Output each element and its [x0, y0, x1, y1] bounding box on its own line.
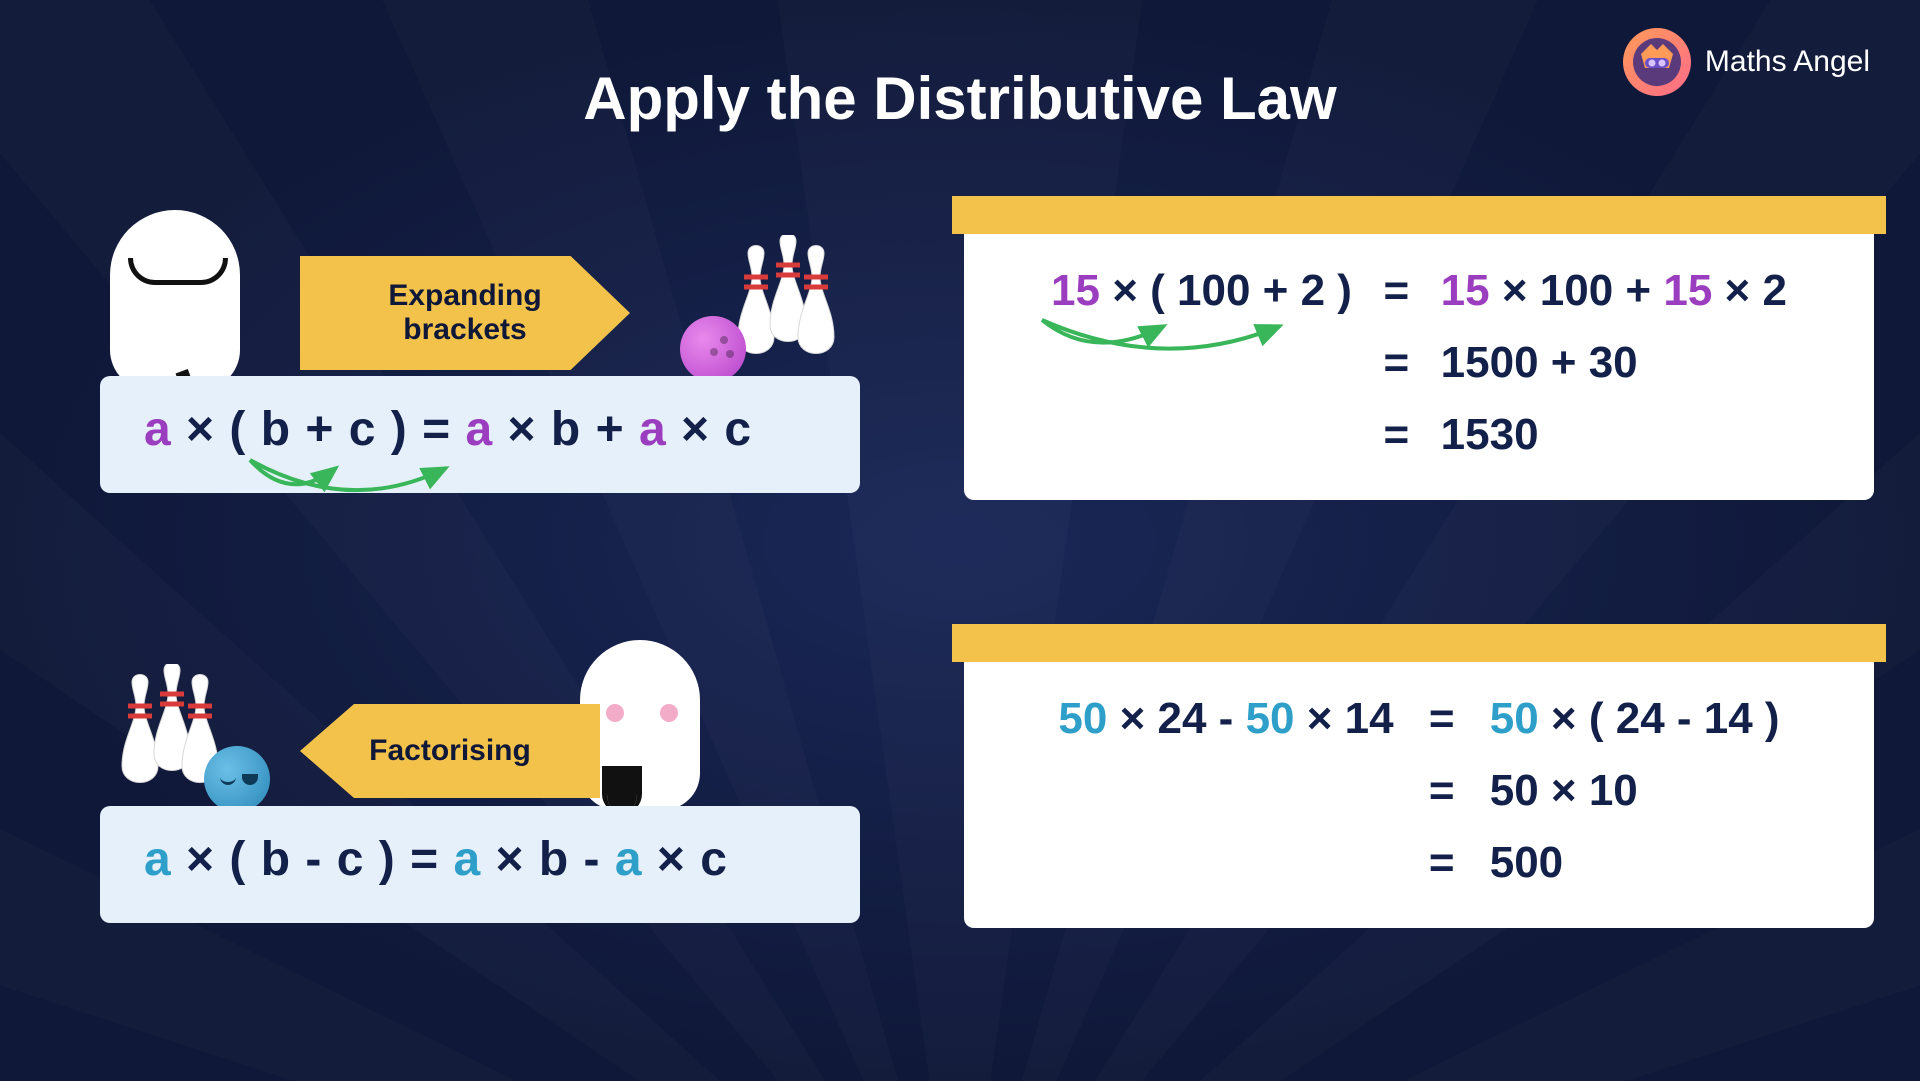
- brand-name: Maths Angel: [1705, 45, 1870, 79]
- example-factorise-steps: 50 × 24 - 50 × 14=50 × ( 24 - 14 )=50 × …: [1016, 694, 1822, 888]
- brand-logo: Maths Angel: [1623, 28, 1870, 96]
- formula-factorise: a × ( b - c ) = a × b - a × c: [144, 832, 816, 887]
- factorising-tag: Factorising: [300, 704, 600, 798]
- ghost-icon: [110, 210, 240, 390]
- distribute-arrows-icon: [240, 458, 520, 518]
- formula-panel-factorise: a × ( b - c ) = a × b - a × c: [100, 806, 860, 923]
- bowling-ball-icon: [204, 746, 270, 812]
- expanding-brackets-tag: Expanding brackets: [300, 256, 630, 370]
- example-panel-factorise: 50 × 24 - 50 × 14=50 × ( 24 - 14 )=50 × …: [964, 650, 1874, 928]
- bowling-ball-icon: [680, 316, 746, 382]
- example-panel-expand: 15 × ( 100 + 2 )=15 × 100 + 15 × 2=1500 …: [964, 222, 1874, 500]
- formula-panel-expand: a × ( b + c ) = a × b + a × c: [100, 376, 860, 493]
- formula-expand: a × ( b + c ) = a × b + a × c: [144, 402, 816, 457]
- brand-avatar-icon: [1623, 28, 1691, 96]
- page-title: Apply the Distributive Law: [583, 64, 1336, 133]
- example-expand-steps: 15 × ( 100 + 2 )=15 × 100 + 15 × 2=1500 …: [1016, 266, 1822, 460]
